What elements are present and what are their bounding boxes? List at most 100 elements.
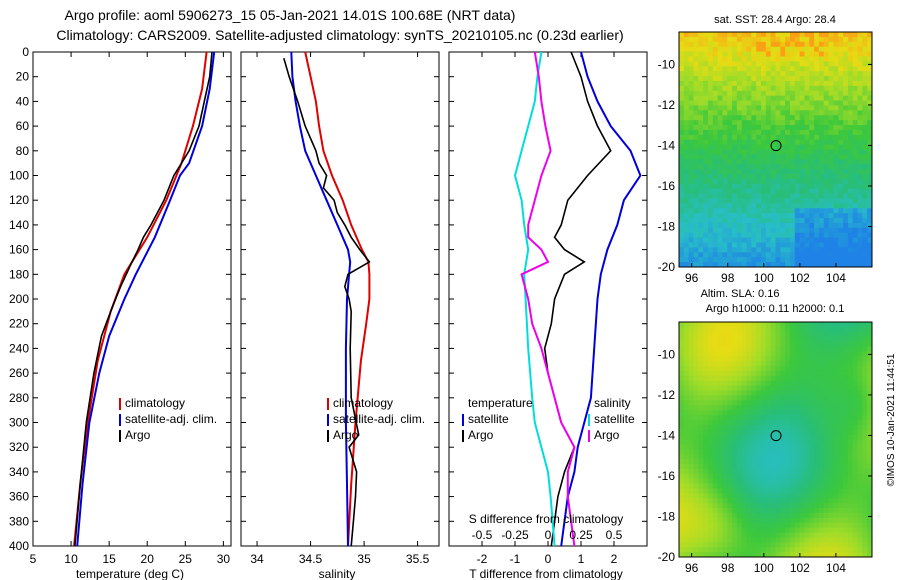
heatmap-cell [732, 493, 738, 499]
sla-map-title-line1: Altim. SLA: 0.16 [701, 288, 780, 300]
heatmap-cell [780, 463, 786, 470]
heatmap-cell [843, 105, 849, 111]
heatmap-cell [828, 222, 834, 229]
heatmap-cell [732, 322, 738, 328]
heatmap-cell [703, 449, 709, 455]
heatmap-cell [833, 444, 839, 450]
heatmap-cell [833, 203, 839, 209]
heatmap-cell [780, 85, 786, 92]
heatmap-cell [799, 95, 805, 101]
heatmap-cell [722, 242, 728, 248]
heatmap-cell [823, 41, 829, 48]
heatmap-cell [770, 203, 776, 209]
heatmap-cell [838, 424, 844, 431]
heatmap-cell [751, 218, 757, 224]
heatmap-cell [741, 66, 747, 72]
heatmap-cell [785, 129, 791, 136]
heatmap-cell [823, 66, 829, 72]
heatmap-cell [789, 395, 796, 401]
heatmap-cell [741, 370, 747, 377]
heatmap-cell [741, 76, 747, 82]
heatmap-cell [712, 326, 718, 333]
heatmap-cell [761, 90, 767, 97]
heatmap-cell [862, 419, 868, 426]
heatmap-cell [818, 366, 825, 372]
heatmap-cell [775, 125, 781, 131]
heatmap-cell [683, 522, 690, 529]
heatmap-cell [809, 134, 815, 141]
heatmap-cell [698, 459, 704, 465]
heatmap-cell [761, 237, 767, 243]
heatmap-cell [683, 76, 690, 82]
heatmap-cell [828, 331, 834, 338]
heatmap-cell [761, 120, 767, 126]
heatmap-cell [688, 522, 694, 529]
heatmap-cell [867, 46, 873, 52]
heatmap-cell [756, 405, 762, 411]
heatmap-cell [775, 336, 781, 342]
heatmap-cell [761, 508, 767, 514]
heatmap-cell [838, 120, 844, 126]
heatmap-cell [785, 503, 791, 509]
heatmap-cell [799, 144, 805, 150]
heatmap-cell [761, 517, 767, 524]
heatmap-cell [818, 222, 825, 229]
t-difference-x-axis: -2 -1 0 1 2 [449, 51, 647, 566]
heatmap-cell [712, 208, 718, 214]
heatmap-cell [775, 375, 781, 382]
heatmap-cell [789, 213, 796, 219]
heatmap-cell [722, 134, 728, 141]
heatmap-cell [828, 351, 834, 357]
heatmap-cell [809, 61, 815, 67]
heatmap-cell [867, 247, 873, 253]
heatmap-cell [852, 183, 858, 190]
heatmap-cell [780, 434, 786, 440]
heatmap-cell [852, 173, 858, 180]
heatmap-cell [818, 390, 825, 396]
heatmap-cell [679, 262, 685, 268]
heatmap-cell [828, 522, 834, 529]
heatmap-cell [833, 247, 839, 253]
heatmap-cell [818, 61, 825, 67]
heatmap-cell [789, 164, 796, 170]
heatmap-cell [847, 173, 854, 180]
heatmap-cell [765, 144, 772, 150]
heatmap-cell [683, 385, 690, 391]
heatmap-cell [809, 110, 815, 116]
heatmap-cell [852, 41, 858, 48]
heatmap-cell [847, 459, 854, 465]
heatmap-cell [857, 41, 863, 48]
heatmap-cell [741, 85, 747, 92]
heatmap-cell [688, 61, 694, 67]
heatmap-cell [823, 80, 829, 87]
heatmap-cell [741, 459, 747, 465]
heatmap-cell [852, 375, 858, 382]
heatmap-cell [862, 90, 868, 97]
heatmap-cell [688, 346, 694, 352]
heatmap-cell [857, 356, 863, 362]
heatmap-cell [857, 473, 863, 480]
heatmap-cell [843, 390, 849, 396]
heatmap-cell [847, 454, 854, 460]
legend-label-argo: Argo [125, 428, 151, 442]
heatmap-cell [833, 336, 839, 342]
heatmap-cell [818, 424, 825, 431]
heatmap-cell [804, 105, 810, 111]
heatmap-cell [679, 390, 685, 396]
heatmap-cell [688, 173, 694, 180]
heatmap-cell [727, 424, 733, 431]
heatmap-cell [818, 463, 825, 470]
heatmap-cell [693, 227, 699, 234]
heatmap-cell [741, 356, 747, 362]
heatmap-cell [712, 429, 718, 436]
heatmap-cell [770, 134, 776, 141]
heatmap-cell [799, 222, 805, 229]
heatmap-cell [823, 454, 829, 460]
heatmap-cell [862, 361, 868, 367]
heatmap-cell [770, 149, 776, 155]
heatmap-cell [683, 390, 690, 396]
heatmap-cell [833, 463, 839, 470]
heatmap-cell [688, 493, 694, 499]
heatmap-cell [843, 356, 849, 362]
heatmap-cell [809, 105, 815, 111]
